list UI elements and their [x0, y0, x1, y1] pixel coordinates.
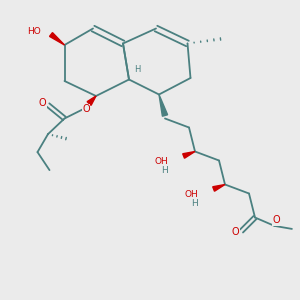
Polygon shape [50, 33, 64, 45]
Polygon shape [183, 152, 195, 158]
Text: HO: HO [27, 27, 40, 36]
Polygon shape [213, 184, 225, 191]
Text: OH: OH [154, 157, 168, 166]
Text: O: O [39, 98, 46, 109]
Text: O: O [272, 215, 280, 226]
Text: H: H [191, 199, 198, 208]
Text: O: O [82, 104, 90, 115]
Text: OH: OH [184, 190, 198, 199]
Polygon shape [159, 94, 168, 116]
Text: H: H [134, 65, 141, 74]
Polygon shape [87, 96, 96, 105]
Text: H: H [161, 166, 168, 175]
Text: O: O [232, 227, 239, 238]
